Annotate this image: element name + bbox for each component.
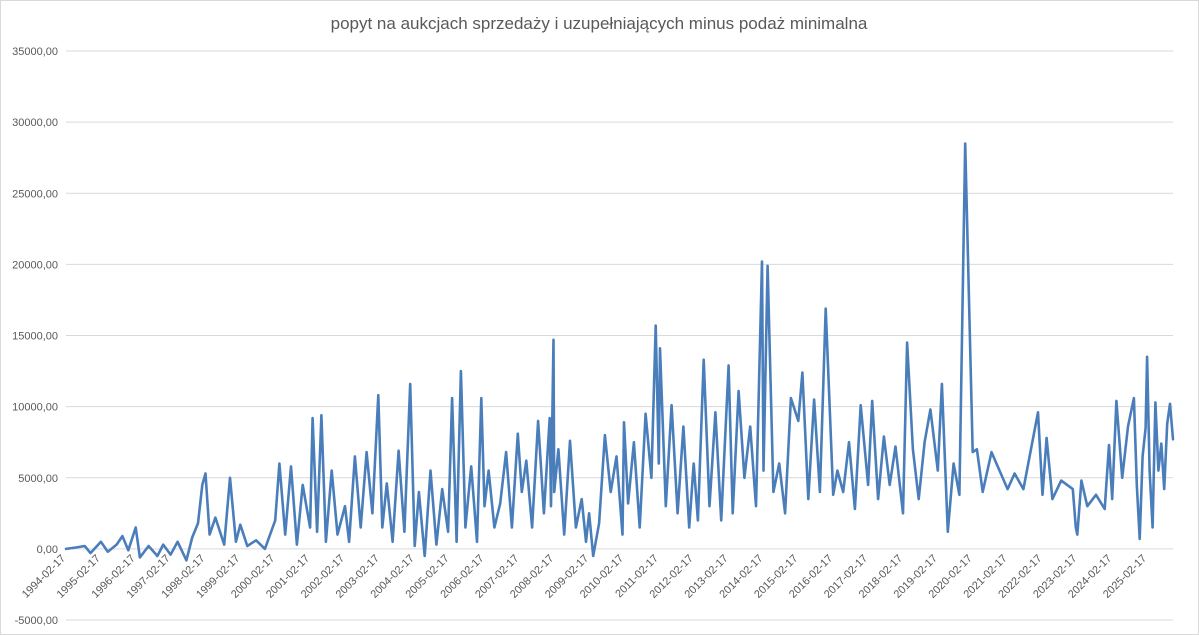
- y-tick-label: 10000,00: [12, 402, 58, 414]
- y-tick-label: 35000,00: [12, 46, 58, 58]
- y-tick-label: 15000,00: [12, 331, 58, 343]
- y-tick-label: 20000,00: [12, 259, 58, 271]
- y-tick-label: 30000,00: [12, 117, 58, 129]
- gridlines: [66, 50, 1173, 621]
- chart-title: popyt na aukcjach sprzedaży i uzupełniaj…: [331, 14, 868, 33]
- series-layer: [64, 142, 1175, 562]
- y-tick-label: 25000,00: [12, 188, 58, 200]
- x-axis-tick-labels: 1994-02-171995-02-171996-02-171997-02-17…: [20, 553, 1149, 601]
- series-line: [64, 142, 1175, 562]
- y-tick-label: 0,00: [37, 544, 58, 556]
- y-tick-label: -5000,00: [15, 615, 58, 627]
- y-tick-label: 5000,00: [18, 473, 58, 485]
- y-axis-tick-labels: -5000,00 0,00 5000,00 10000,00 15000,00 20000…: [12, 46, 58, 627]
